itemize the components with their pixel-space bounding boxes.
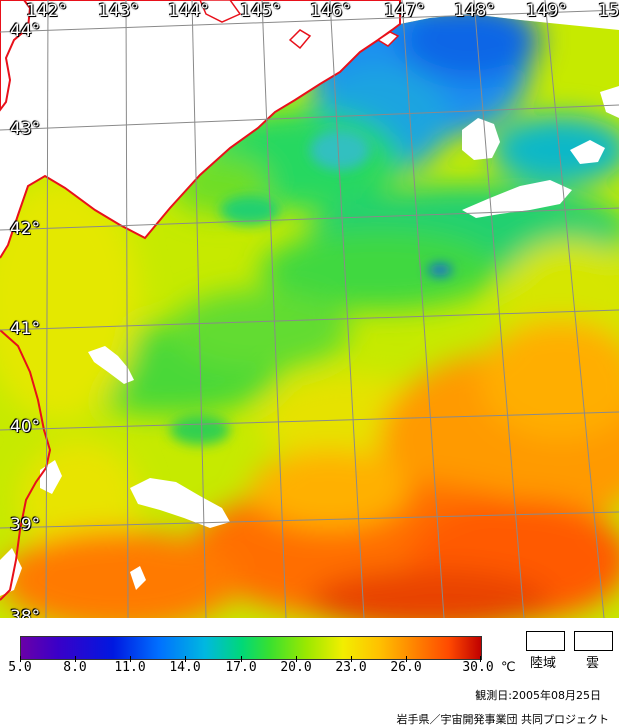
colorbar-tick-label: 5.0: [8, 660, 32, 675]
colorbar-tick-label: 14.0: [169, 660, 201, 675]
land-legend-label: 陸域: [530, 656, 557, 671]
colorbar-tick-label: 17.0: [225, 660, 257, 675]
colorbar-tick: [296, 656, 297, 662]
longitude-label-143: 143°: [98, 1, 139, 21]
latitude-label-38: 38°: [10, 607, 41, 618]
colorbar-tick: [480, 656, 481, 662]
cloud-legend-label: 雲: [586, 656, 600, 671]
colorbar-tick: [406, 656, 407, 662]
land-legend-swatch: [526, 631, 565, 651]
longitude-label-147: 147°: [384, 1, 425, 21]
latitude-label-44: 44°: [10, 21, 41, 41]
colorbar-tick: [185, 656, 186, 662]
colorbar-tick-label: 23.0: [335, 660, 367, 675]
colorbar-tick-label: 8.0: [63, 660, 87, 675]
sst-map-canvas: [0, 0, 619, 618]
colorbar-tick: [351, 656, 352, 662]
longitude-label-148: 148°: [454, 1, 495, 21]
longitude-label-145: 145°: [240, 1, 281, 21]
latitude-label-41: 41°: [10, 319, 41, 339]
latitude-label-40: 40°: [10, 417, 41, 437]
longitude-label-144: 144°: [168, 1, 209, 21]
colorbar-tick: [75, 656, 76, 662]
observation-date: 観測日:2005年08月25日: [475, 689, 601, 702]
colorbar-tick-label: 26.0: [390, 660, 422, 675]
colorbar-tick: [241, 656, 242, 662]
colorbar-tick: [20, 656, 21, 662]
credit-text: 岩手県／宇宙開発事業団 共同プロジェクト: [396, 713, 610, 726]
temperature-colorbar: [20, 636, 482, 660]
latitude-label-42: 42°: [10, 219, 41, 239]
colorbar-tick: [130, 656, 131, 662]
colorbar-tick-label: 11.0: [114, 660, 146, 675]
latitude-label-39: 39°: [10, 515, 41, 535]
longitude-label-142: 142°: [26, 1, 67, 21]
colorbar-tick-label: 30.0: [462, 660, 494, 675]
longitude-label-146: 146°: [310, 1, 351, 21]
colorbar-tick-label: 20.0: [280, 660, 312, 675]
colorbar-unit: ℃: [501, 660, 516, 675]
latitude-label-43: 43°: [10, 119, 41, 139]
cloud-legend-swatch: [574, 631, 613, 651]
longitude-label-149: 149°: [526, 1, 567, 21]
sst-map: 142° 143° 144° 145° 146° 147° 148° 149° …: [0, 0, 619, 618]
longitude-label-150: 15: [598, 1, 619, 21]
